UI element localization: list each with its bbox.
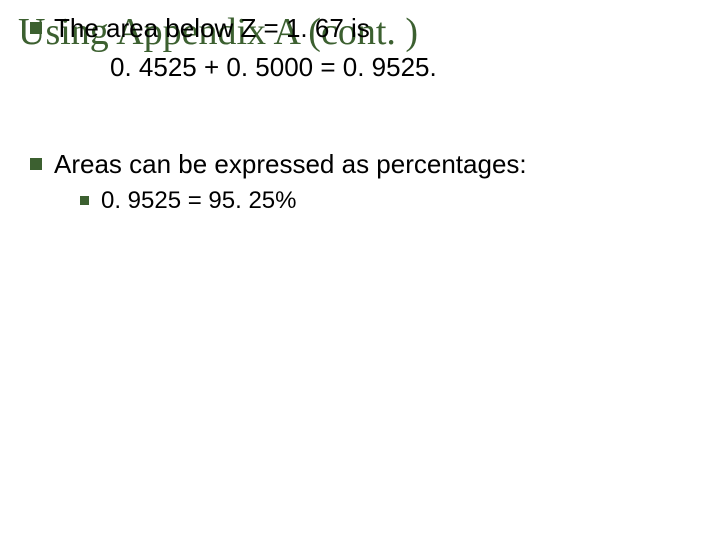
- bullet-2-text: Areas can be expressed as percentages:: [54, 148, 527, 181]
- bullet-1-text: The area below Z = 1. 67 is 0. 4525 + 0.…: [54, 12, 437, 83]
- sub-bullet-1: 0. 9525 = 95. 25%: [80, 186, 297, 216]
- square-bullet-icon: [30, 22, 42, 34]
- square-bullet-small-icon: [80, 196, 89, 205]
- bullet-1: The area below Z = 1. 67 is 0. 4525 + 0.…: [30, 12, 437, 83]
- bullet-1-line1: The area below Z = 1. 67 is: [54, 13, 370, 43]
- bullet-1-line2: 0. 4525 + 0. 5000 = 0. 9525.: [110, 51, 437, 84]
- sub-bullet-1-text: 0. 9525 = 95. 25%: [101, 186, 297, 216]
- bullet-2: Areas can be expressed as percentages:: [30, 148, 527, 181]
- square-bullet-icon: [30, 158, 42, 170]
- slide: Using Appendix A (cont. ) The area below…: [0, 0, 720, 540]
